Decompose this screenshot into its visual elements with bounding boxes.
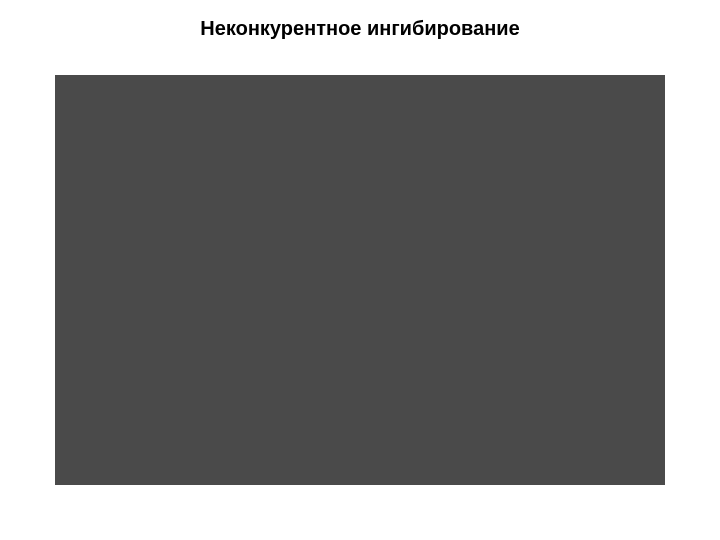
chart-background (55, 75, 665, 485)
page-title: Неконкурентное ингибирование (0, 18, 720, 41)
